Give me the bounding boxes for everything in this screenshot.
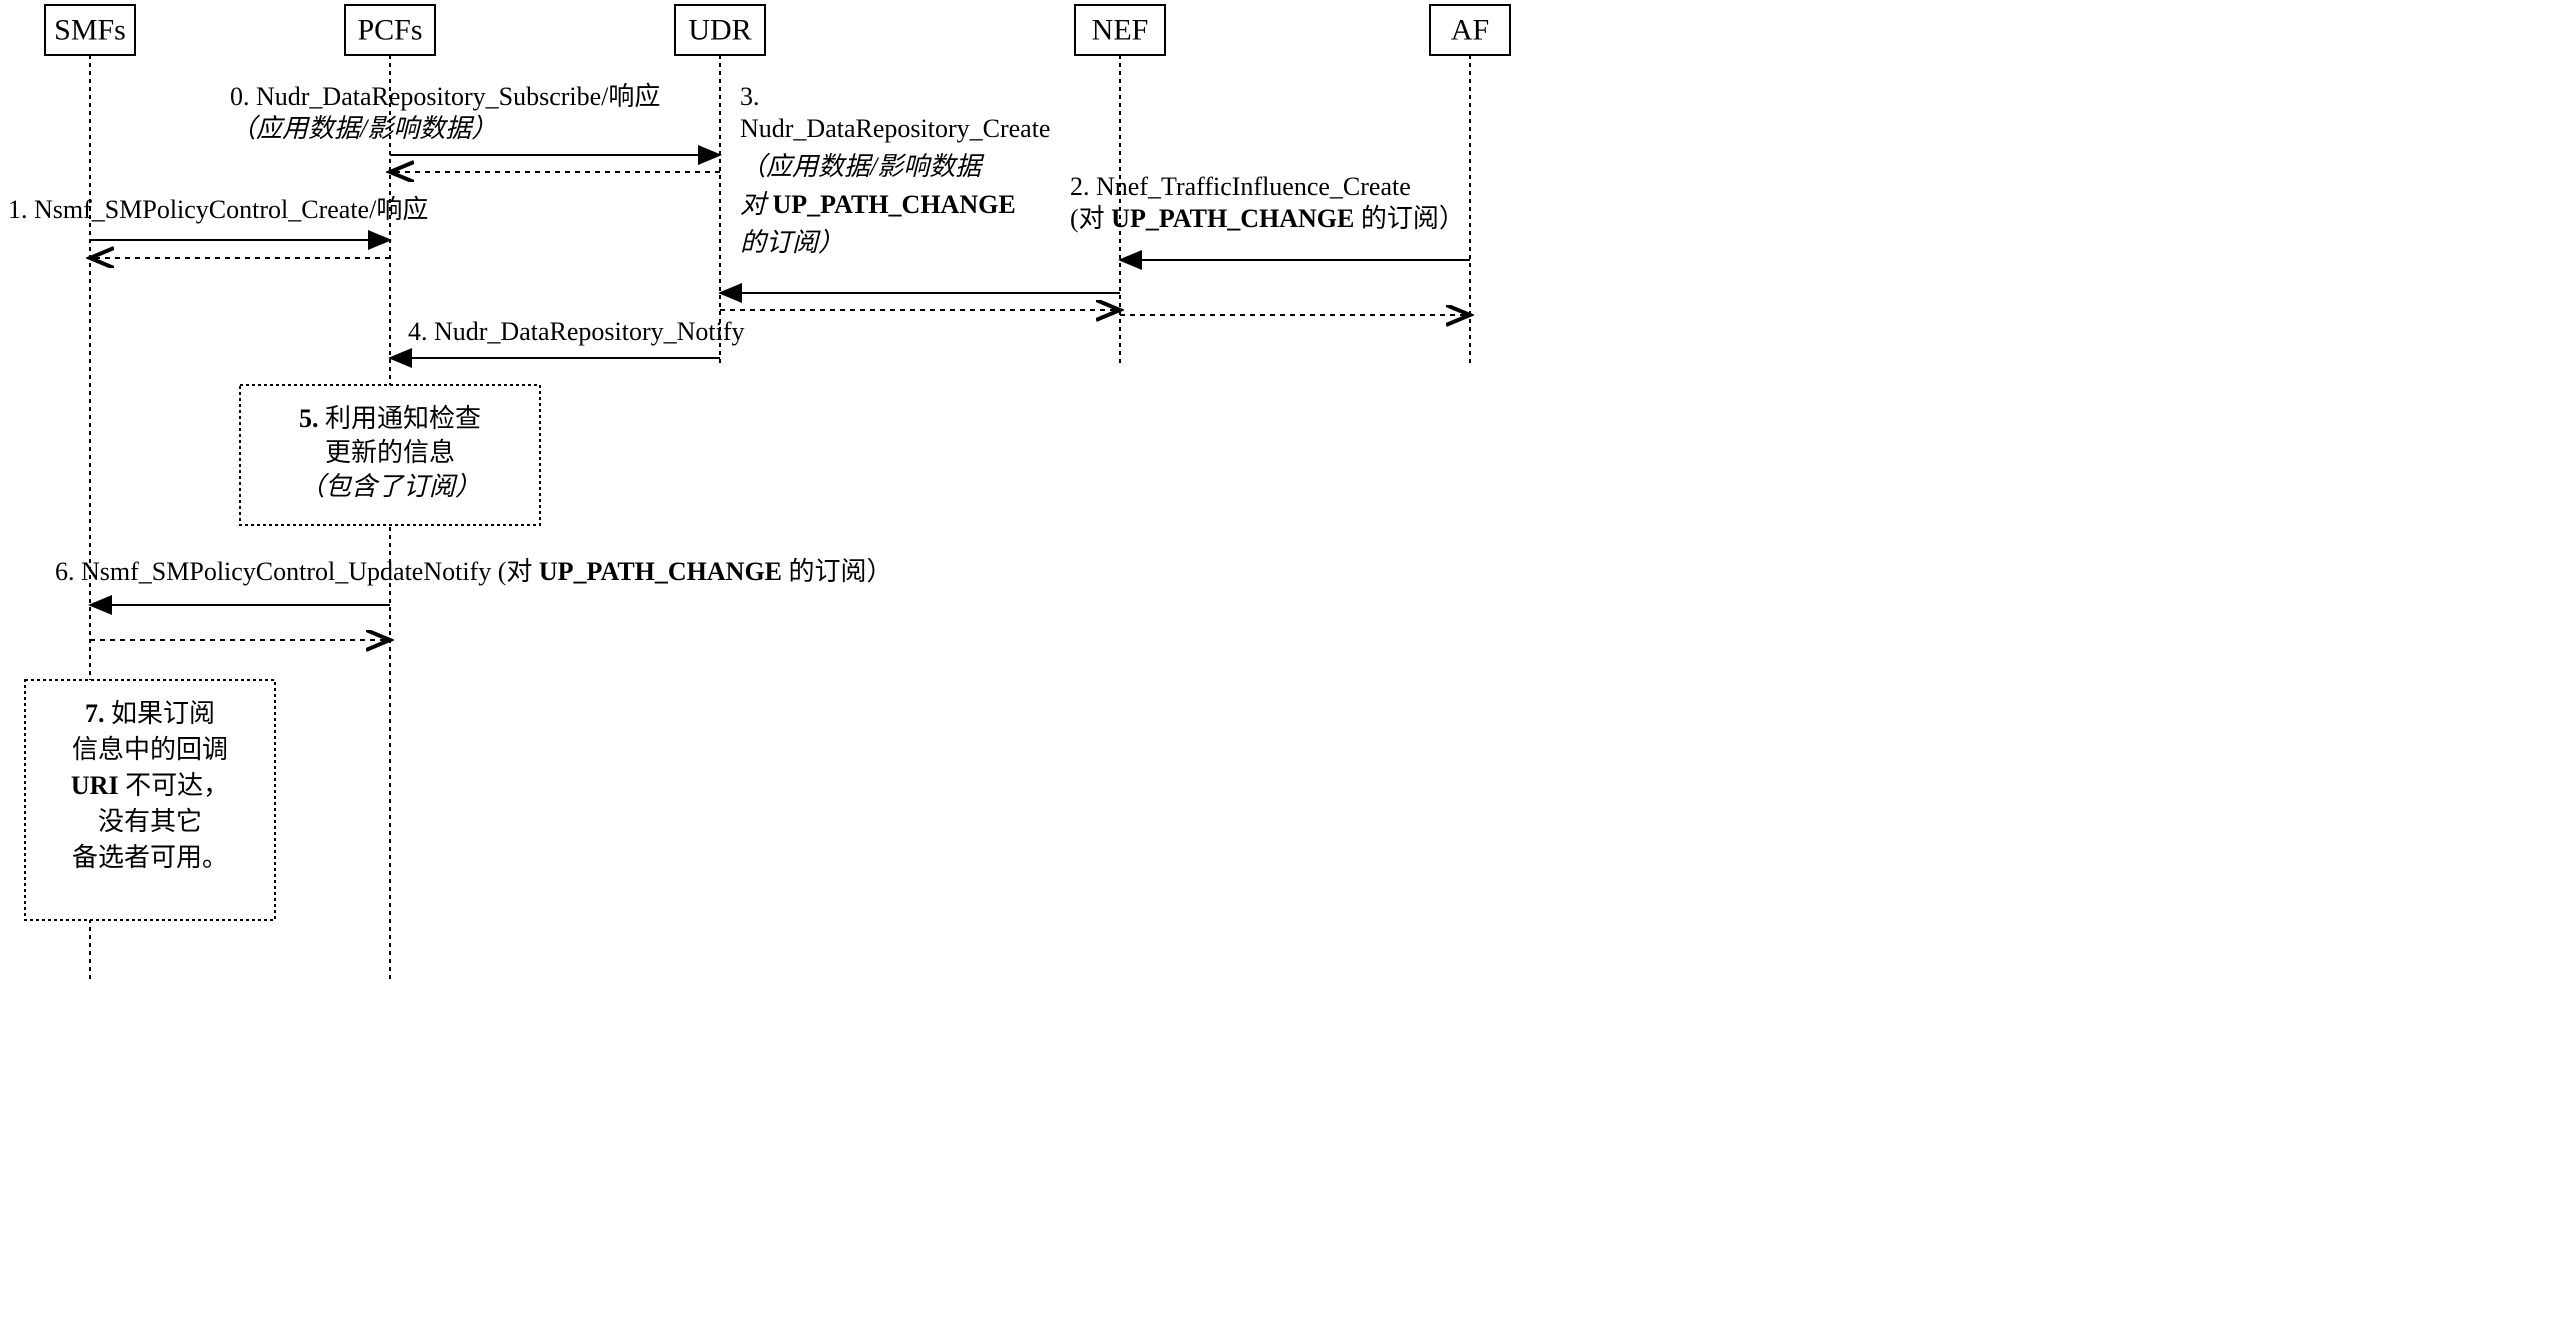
- actor-nef: NEF: [1075, 5, 1165, 55]
- actor-af: AF: [1430, 5, 1510, 55]
- actor-smf: SMFs: [45, 5, 135, 55]
- msg-4-label: 4. Nudr_DataRepository_Notify: [408, 317, 745, 346]
- actor-smf-label: SMFs: [54, 14, 126, 47]
- msg-6-label: 6. Nsmf_SMPolicyControl_UpdateNotify (对 …: [55, 557, 893, 586]
- note-5-text: 5. 利用通知检查更新的信息（包含了订阅）: [299, 404, 481, 501]
- actor-af-label: AF: [1451, 14, 1489, 47]
- msg-3-label: 3.Nudr_DataRepository_Create（应用数据/影响数据对 …: [740, 82, 1050, 257]
- actor-udr-label: UDR: [688, 14, 751, 47]
- msg-0-label: 0. Nudr_DataRepository_Subscribe/响应（应用数据…: [230, 82, 660, 143]
- actor-nef-label: NEF: [1092, 14, 1149, 47]
- msg-1-label: 1. Nsmf_SMPolicyControl_Create/响应: [8, 195, 428, 224]
- actor-pcf: PCFs: [345, 5, 435, 55]
- msg-2-label: 2. Nnef_TrafficInfluence_Create(对 UP_PAT…: [1070, 172, 1465, 233]
- actor-udr: UDR: [675, 5, 765, 55]
- note-7-text: 7. 如果订阅信息中的回调URI 不可达，没有其它备选者可用。: [71, 699, 229, 872]
- actor-pcf-label: PCFs: [357, 14, 422, 47]
